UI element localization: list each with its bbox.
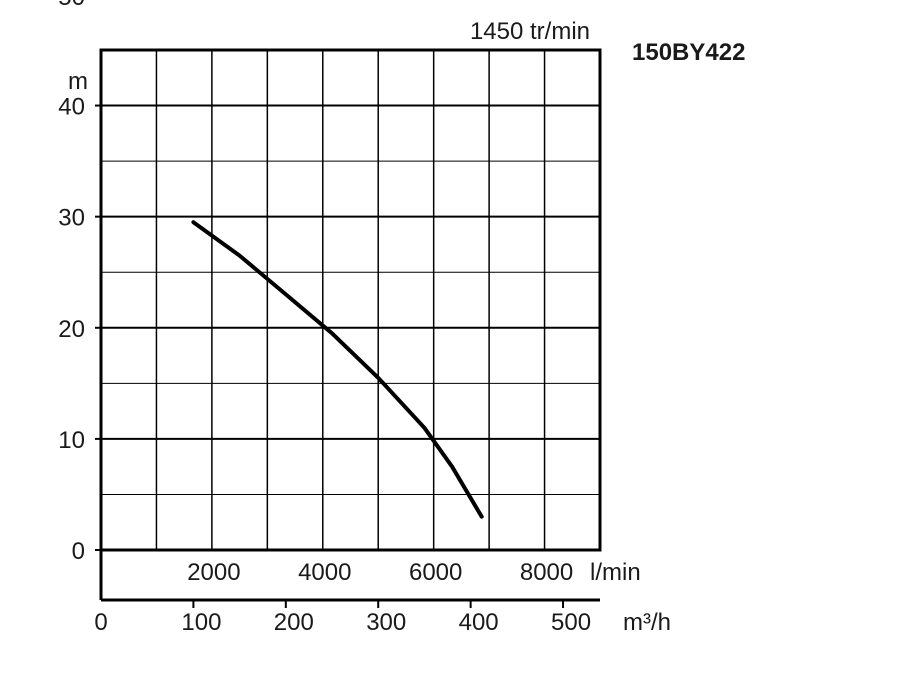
m3h-tick-label: 200 bbox=[274, 609, 314, 636]
y-tick-label: 20 bbox=[58, 316, 85, 343]
lmin-tick-labels: 2000 4000 6000 8000 bbox=[187, 559, 573, 586]
lmin-tick-label: 8000 bbox=[520, 559, 573, 586]
y-axis-unit-label: m bbox=[68, 68, 88, 95]
head-flow-curve bbox=[191, 220, 484, 519]
lmin-tick-label: 6000 bbox=[409, 559, 462, 586]
m3h-tick-label: 300 bbox=[366, 609, 406, 636]
y-tick-labels: 0 10 20 30 40 bbox=[58, 94, 101, 565]
y-tick-label: 0 bbox=[72, 538, 85, 565]
y-tick-label: 10 bbox=[58, 427, 85, 454]
y-tick-label: 40 bbox=[58, 94, 85, 121]
chart-title: 150BY422 bbox=[632, 39, 745, 66]
speed-label: 1450 tr/min bbox=[470, 18, 590, 45]
lmin-tick-label: 4000 bbox=[298, 559, 351, 586]
m3h-tick-label: 100 bbox=[181, 609, 221, 636]
m3h-unit-label: m³/h bbox=[623, 609, 671, 636]
lmin-tick-label: 2000 bbox=[187, 559, 240, 586]
m3h-tick-labels: 0 100 200 300 400 500 bbox=[94, 609, 591, 636]
plot-frame bbox=[99, 48, 602, 552]
lmin-unit-label: l/min bbox=[590, 559, 641, 586]
m3h-tick-label: 0 bbox=[94, 609, 107, 636]
m3h-tick-label: 500 bbox=[551, 609, 591, 636]
m3h-ticks bbox=[192, 600, 565, 608]
m3h-tick-label: 400 bbox=[459, 609, 499, 636]
y-tick-label: 30 bbox=[58, 205, 85, 232]
clipped-top-tick-label: 50 bbox=[58, 0, 85, 11]
grid-lines bbox=[101, 50, 600, 550]
